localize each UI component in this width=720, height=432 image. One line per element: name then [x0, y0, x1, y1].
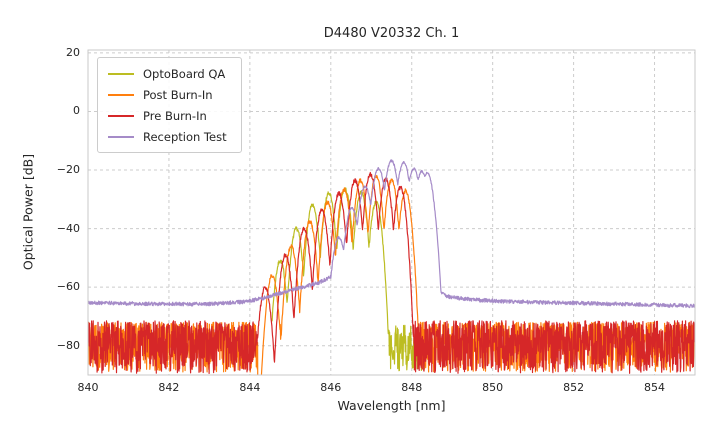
y-tick-label: −20	[56, 163, 80, 177]
y-tick-label: −80	[56, 338, 80, 352]
x-axis-label: Wavelength [nm]	[337, 398, 446, 413]
x-tick-label: 854	[644, 381, 666, 394]
series-line-optoboard-qa	[271, 187, 426, 372]
x-tick-label: 850	[482, 381, 504, 394]
legend: OptoBoard QA Post Burn-In Pre Burn-In Re…	[97, 57, 242, 153]
y-tick-label: −60	[56, 280, 80, 294]
x-tick-label: 842	[158, 381, 180, 394]
legend-item: Pre Burn-In	[108, 107, 227, 124]
x-tick-label: 840	[77, 381, 99, 394]
legend-line-swatch	[108, 114, 134, 117]
legend-line-swatch	[108, 93, 134, 96]
plot-border	[87, 49, 696, 376]
x-tick-label: 852	[563, 381, 585, 394]
legend-label: OptoBoard QA	[143, 66, 226, 81]
legend-item: Reception Test	[108, 128, 227, 145]
legend-label: Pre Burn-In	[143, 108, 207, 123]
y-tick-label: −40	[56, 221, 80, 235]
x-tick-label: 846	[320, 381, 342, 394]
series-line-post-burn-in	[88, 174, 695, 375]
chart-title: D4480 V20332 Ch. 1	[323, 26, 460, 41]
y-tick-label: 20	[66, 45, 80, 59]
legend-label: Post Burn-In	[143, 87, 213, 102]
series-line-reception-test	[88, 159, 695, 309]
y-tick-label: 0	[73, 104, 80, 118]
legend-line-swatch	[108, 72, 134, 75]
legend-line-swatch	[108, 135, 134, 138]
x-tick-label: 848	[401, 381, 423, 394]
legend-item: OptoBoard QA	[108, 65, 227, 82]
x-tick-label: 844	[239, 381, 261, 394]
legend-label: Reception Test	[143, 129, 227, 144]
legend-item: Post Burn-In	[108, 86, 227, 103]
series-line-pre-burn-in	[88, 171, 695, 374]
